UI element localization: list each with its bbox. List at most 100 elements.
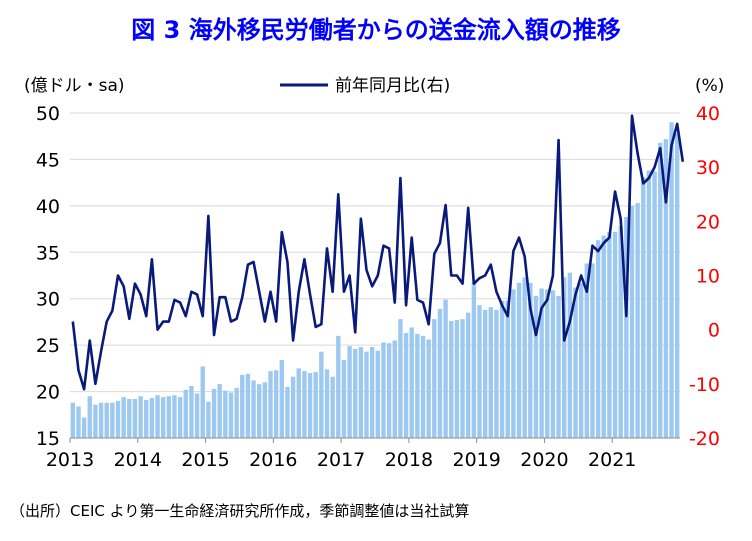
bar [652, 171, 657, 438]
bar [296, 368, 301, 438]
x-tick-label: 2018 [385, 449, 433, 471]
bar [658, 142, 663, 438]
bar [426, 339, 431, 438]
bar [460, 319, 465, 438]
bar [279, 360, 285, 438]
bar [641, 177, 646, 439]
bar [358, 347, 364, 438]
bar [432, 319, 437, 438]
bar [539, 288, 544, 438]
bar [76, 406, 81, 438]
left-tick-label: 40 [36, 196, 60, 218]
x-tick-label: 2019 [452, 449, 500, 471]
bar [115, 400, 121, 438]
source-note: （出所）CEIC より第一生命経済研究所作成，季節調整値は当社試算 [10, 502, 470, 520]
right-tick-label: 20 [696, 211, 720, 233]
bar [104, 402, 109, 438]
right-tick-label: 0 [708, 320, 720, 342]
left-axis-label: (億ドル・sa) [24, 76, 125, 96]
bar [624, 217, 629, 438]
bar [381, 342, 386, 438]
bar [257, 384, 262, 438]
right-tick-label: -20 [689, 428, 720, 450]
bar [477, 305, 482, 438]
bar [471, 282, 477, 438]
bar [183, 389, 188, 438]
bar [273, 370, 279, 438]
bar [494, 309, 499, 438]
bar-series [70, 122, 680, 439]
bar [211, 388, 217, 438]
bar [324, 369, 330, 438]
bar [364, 351, 369, 438]
bar [166, 396, 172, 438]
bar [511, 289, 516, 438]
bar [206, 401, 211, 438]
bar [268, 371, 273, 438]
bar [499, 300, 505, 438]
bar [663, 139, 669, 438]
bar [437, 308, 443, 438]
yoy-line [71, 114, 685, 391]
bar [443, 299, 448, 438]
bar [386, 343, 392, 438]
bar [590, 263, 595, 438]
bar [121, 397, 126, 438]
bar [516, 282, 522, 438]
left-tick-label: 50 [36, 103, 60, 125]
bar [245, 373, 251, 438]
bar [578, 282, 584, 438]
bar [302, 371, 307, 438]
bar [228, 392, 234, 438]
right-tick-label: 10 [696, 266, 720, 288]
bar [482, 309, 488, 438]
bar [573, 287, 578, 438]
bar [93, 404, 98, 438]
bar [567, 272, 573, 438]
bar [194, 393, 200, 438]
bar [562, 277, 567, 438]
bar [70, 402, 76, 438]
bar [138, 396, 143, 438]
bar [240, 374, 245, 438]
right-tick-label: 40 [696, 103, 720, 125]
right-axis-label: (%) [695, 76, 724, 96]
bar [595, 240, 601, 438]
bar [550, 290, 556, 438]
right-tick-label: 30 [696, 157, 720, 179]
bar [646, 170, 652, 439]
bar [127, 399, 132, 438]
bar [584, 263, 590, 438]
bar [392, 340, 397, 438]
left-tick-label: 35 [36, 242, 60, 264]
bar [347, 346, 352, 438]
bar [522, 277, 527, 438]
x-tick-label: 2013 [46, 449, 94, 471]
bar [217, 384, 222, 438]
left-tick-label: 25 [36, 335, 60, 357]
bar [607, 231, 612, 438]
bar [454, 320, 460, 438]
bar [398, 319, 403, 438]
bar [669, 122, 674, 439]
left-tick-label: 45 [36, 149, 60, 171]
bar [234, 387, 239, 438]
bar [375, 350, 381, 438]
bar [262, 382, 268, 438]
bar [545, 289, 550, 438]
x-tick-label: 2015 [181, 449, 229, 471]
chart-title: 図 3 海外移民労働者からの送金流入額の推移 [131, 16, 621, 44]
bar [409, 327, 414, 438]
bar [313, 372, 318, 438]
bar [353, 348, 358, 438]
bar [144, 399, 149, 438]
bar [98, 402, 104, 438]
bar [415, 334, 420, 438]
bar [465, 312, 471, 438]
legend-label: 前年同月比(右) [335, 76, 450, 96]
bar [403, 333, 409, 438]
bar [81, 417, 87, 438]
bar [223, 390, 228, 438]
x-tick-label: 2014 [114, 449, 162, 471]
